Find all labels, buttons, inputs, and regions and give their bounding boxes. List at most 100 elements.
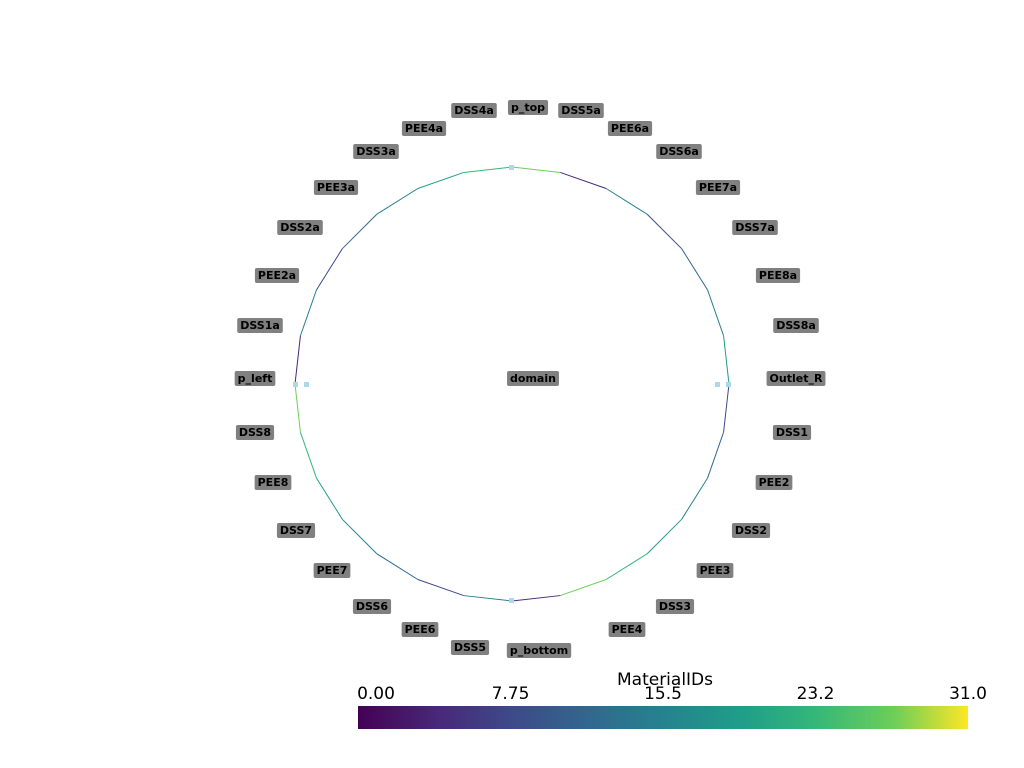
outline-segment xyxy=(560,171,607,189)
outline-segment xyxy=(463,595,513,602)
outline-segment xyxy=(511,166,561,173)
label-box xyxy=(772,425,812,440)
label-text: DSS6 xyxy=(356,600,388,613)
block-label: p_top xyxy=(507,100,549,115)
outline-segment xyxy=(376,188,419,215)
block-label: PEE4a xyxy=(401,121,447,136)
outline-segment xyxy=(376,553,419,580)
domain-outline xyxy=(294,166,730,602)
label-box xyxy=(401,121,447,136)
block-label: PEE4 xyxy=(608,622,646,637)
outline-segment xyxy=(511,595,561,602)
outline-segment xyxy=(605,553,648,580)
outline-segment xyxy=(681,248,708,291)
label-box xyxy=(352,599,392,614)
label-box xyxy=(254,475,292,490)
block-label: DSS8 xyxy=(235,425,275,440)
label-text: PEE4 xyxy=(612,623,643,636)
label-box xyxy=(766,371,826,386)
label-box xyxy=(235,425,275,440)
block-label: DSS8a xyxy=(773,318,819,333)
label-box xyxy=(755,268,801,283)
label-box xyxy=(313,563,351,578)
colorbar-ticks: 0.00 7.75 15.5 23.2 31.0 xyxy=(357,684,987,704)
outline-segment xyxy=(316,248,343,291)
label-box xyxy=(353,144,399,159)
block-label: PEE2a xyxy=(254,268,300,283)
label-text: DSS2a xyxy=(280,221,320,234)
label-text: PEE4a xyxy=(405,122,443,135)
block-labels: p_top DSS5a PEE6a DSS6a PEE7a DSS7a PEE8a DSS8a… xyxy=(234,100,826,658)
label-text: p_top xyxy=(511,101,545,114)
block-label: DSS1a xyxy=(237,318,283,333)
label-box xyxy=(655,599,695,614)
label-text: PEE8a xyxy=(759,269,797,282)
label-text: DSS7a xyxy=(735,221,775,234)
block-label: PEE6 xyxy=(401,622,439,637)
outline-segment xyxy=(341,213,378,250)
label-text: DSS8 xyxy=(239,426,271,439)
label-text: DSS7 xyxy=(280,524,312,537)
block-label: p_left xyxy=(234,371,276,386)
label-box xyxy=(607,121,653,136)
outline-segment xyxy=(294,335,301,385)
outline-segment xyxy=(707,289,725,336)
label-box xyxy=(313,180,359,195)
label-text: DSS8a xyxy=(776,319,816,332)
label-text: DSS5 xyxy=(454,641,486,654)
label-text: PEE3 xyxy=(700,564,731,577)
outline-segment xyxy=(723,335,730,385)
outline-segment xyxy=(316,477,343,520)
colorbar-tick-label: 0.00 xyxy=(357,684,395,704)
block-label: PEE7a xyxy=(695,180,741,195)
block-label: DSS2 xyxy=(731,523,771,538)
block-label: PEE7 xyxy=(313,563,351,578)
label-text: p_bottom xyxy=(510,644,568,657)
label-text: PEE7a xyxy=(699,181,737,194)
label-box xyxy=(506,643,572,658)
label-box xyxy=(450,640,490,655)
label-text: DSS4a xyxy=(454,104,494,117)
label-box xyxy=(608,622,646,637)
label-box xyxy=(277,220,323,235)
block-label: PEE8 xyxy=(254,475,292,490)
label-box xyxy=(773,318,819,333)
block-label: DSS5a xyxy=(558,103,604,118)
block-label: DSS7a xyxy=(732,220,778,235)
colorbar-tick-label: 31.0 xyxy=(949,684,987,704)
block-label: DSS5 xyxy=(450,640,490,655)
label-box xyxy=(558,103,604,118)
block-label: PEE2 xyxy=(755,475,793,490)
label-box xyxy=(731,523,771,538)
block-label: DSS3 xyxy=(655,599,695,614)
block-label: DSS6 xyxy=(352,599,392,614)
label-text: DSS3a xyxy=(356,145,396,158)
label-text: PEE8 xyxy=(258,476,289,489)
label-text: PEE2a xyxy=(258,269,296,282)
label-box xyxy=(696,563,734,578)
outline-segment xyxy=(605,188,648,215)
label-text: DSS3 xyxy=(659,600,691,613)
label-text: PEE6a xyxy=(611,122,649,135)
label-text: PEE7 xyxy=(317,564,348,577)
label-text: DSS2 xyxy=(735,524,767,537)
outline-segment xyxy=(417,171,464,189)
colorbar xyxy=(358,706,968,729)
outline-segment xyxy=(299,432,317,479)
block-label: DSS1 xyxy=(772,425,812,440)
colorbar-tick-label: 23.2 xyxy=(797,684,835,704)
label-box xyxy=(234,371,276,386)
outline-segment xyxy=(299,289,317,336)
label-text: PEE2 xyxy=(759,476,790,489)
block-label: DSS3a xyxy=(353,144,399,159)
label-text: PEE6 xyxy=(405,623,436,636)
block-label: Outlet_R xyxy=(766,371,826,386)
label-box xyxy=(507,100,549,115)
outline-segment xyxy=(560,579,607,597)
label-text: DSS1a xyxy=(240,319,280,332)
outline-segment xyxy=(707,432,725,479)
label-text: PEE3a xyxy=(317,181,355,194)
label-box xyxy=(254,268,300,283)
point-markers xyxy=(293,165,731,603)
outline-segment xyxy=(723,383,730,433)
